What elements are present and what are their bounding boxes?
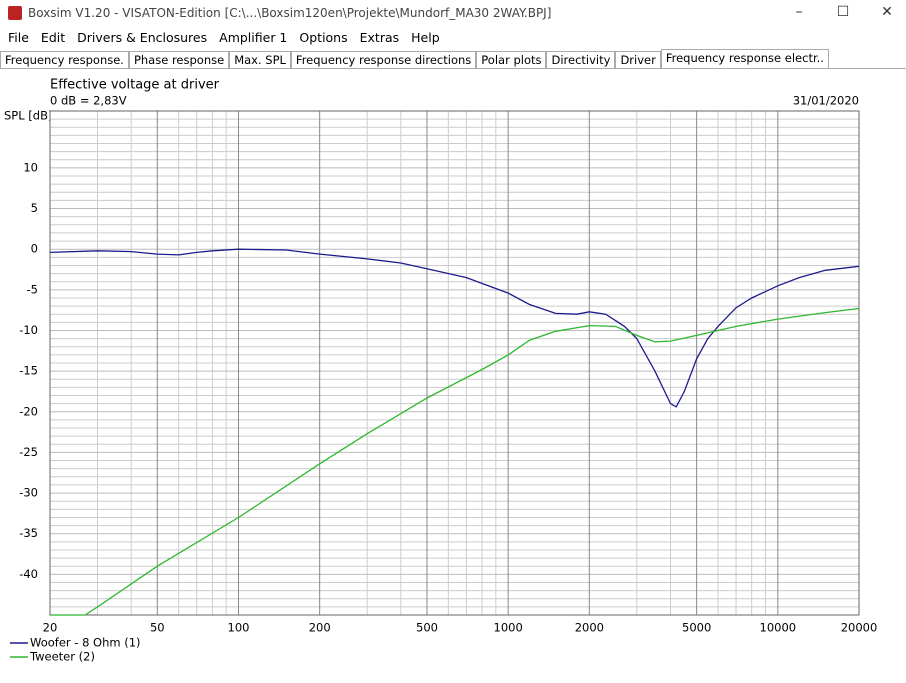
- menu-item[interactable]: Amplifier 1: [219, 29, 288, 45]
- y-tick-label: 5: [31, 201, 38, 215]
- y-tick-label: -10: [19, 323, 38, 337]
- y-tick-label: 10: [23, 160, 38, 174]
- legend-label: Woofer - 8 Ohm (1): [30, 636, 141, 650]
- y-tick-label: -30: [19, 486, 38, 500]
- x-tick-label: 500: [416, 621, 438, 635]
- tab[interactable]: Frequency response electr..: [660, 49, 829, 68]
- tab[interactable]: Directivity: [546, 51, 616, 68]
- app-icon: [8, 6, 22, 20]
- legend-label: Tweeter (2): [29, 650, 95, 664]
- x-tick-label: 50: [150, 621, 165, 635]
- x-tick-label: 5000: [682, 621, 711, 635]
- tab[interactable]: Max. SPL: [229, 51, 291, 68]
- y-axis-label: SPL [dB]: [4, 109, 52, 123]
- y-tick-label: -40: [19, 567, 38, 581]
- maximize-button[interactable]: ☐: [836, 4, 850, 20]
- window-title: Boxsim V1.20 - VISATON-Edition [C:\...\B…: [28, 6, 552, 20]
- menu-item[interactable]: Drivers & Enclosures: [77, 29, 208, 45]
- title-bar: Boxsim V1.20 - VISATON-Edition [C:\...\B…: [0, 0, 906, 26]
- series-line: [50, 307, 860, 616]
- tab-bar: Frequency response. Phase response Max. SP…: [0, 48, 906, 69]
- tab[interactable]: Phase response: [128, 51, 230, 68]
- tab[interactable]: Frequency response directions: [290, 51, 477, 68]
- menu-bar: File Edit Drivers & Enclosures Amplifier 1 O…: [0, 26, 906, 48]
- y-tick-label: -15: [19, 364, 38, 378]
- y-tick-label: -20: [19, 404, 38, 418]
- x-tick-label: 1000: [494, 621, 523, 635]
- x-tick-label: 20000: [841, 621, 878, 635]
- chart: Effective voltage at driver 0 dB = 2,83V…: [4, 78, 878, 664]
- chart-subtitle: 0 dB = 2,83V: [50, 94, 127, 108]
- tab[interactable]: Polar plots: [476, 51, 547, 68]
- y-tick-label: -35: [19, 526, 38, 540]
- tab[interactable]: Frequency response.: [0, 51, 129, 68]
- menu-item[interactable]: Options: [299, 29, 348, 45]
- tab[interactable]: Driver: [615, 51, 661, 68]
- plot-frame: [49, 110, 860, 616]
- menu-item[interactable]: Help: [411, 29, 440, 45]
- series-line: [49, 248, 860, 408]
- chart-title: Effective voltage at driver: [50, 78, 220, 93]
- menu-item[interactable]: File: [8, 29, 29, 45]
- y-tick-label: -5: [27, 282, 38, 296]
- x-tick-label: 2000: [575, 621, 604, 635]
- y-tick-label: -25: [19, 445, 38, 459]
- close-button[interactable]: ✕: [881, 4, 893, 20]
- x-tick-label: 10000: [760, 621, 797, 635]
- x-tick-label: 20: [43, 621, 58, 635]
- y-tick-label: 0: [31, 242, 38, 256]
- x-tick-label: 100: [228, 621, 250, 635]
- chart-date: 31/01/2020: [793, 94, 859, 108]
- x-tick-label: 200: [309, 621, 331, 635]
- menu-item[interactable]: Edit: [40, 29, 66, 45]
- menu-item[interactable]: Extras: [359, 29, 400, 45]
- minimize-button[interactable]: –: [795, 4, 803, 20]
